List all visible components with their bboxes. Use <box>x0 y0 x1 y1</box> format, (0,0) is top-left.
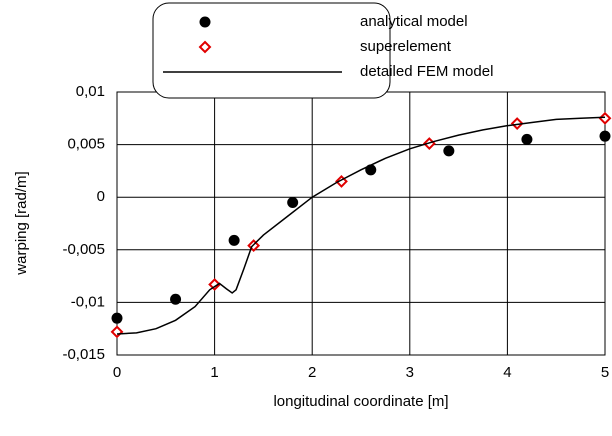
x-tick-label: 3 <box>406 364 414 381</box>
data-point <box>443 145 455 157</box>
y-tick-label: -0,015 <box>62 346 105 363</box>
data-point <box>598 111 612 125</box>
y-tick-label: 0,005 <box>67 136 105 153</box>
series-line <box>116 116 606 335</box>
x-tick-label: 1 <box>210 364 218 381</box>
data-point <box>510 117 524 130</box>
legend-label: detailed FEM model <box>360 63 493 80</box>
x-tick-label: 0 <box>113 364 121 381</box>
data-point <box>228 234 240 246</box>
data-point <box>521 133 533 145</box>
plot-frame <box>116 91 606 356</box>
y-tick-label: -0,005 <box>62 241 105 258</box>
x-tick-label: 2 <box>308 364 316 381</box>
legend-marker <box>198 40 212 54</box>
data-point <box>208 278 222 291</box>
legend-box <box>152 2 391 99</box>
data-point <box>287 196 299 208</box>
x-tick-label: 5 <box>601 364 609 381</box>
data-point <box>599 130 611 142</box>
y-axis-title: warping [rad/m] <box>13 171 30 275</box>
legend-label: superelement <box>360 38 452 55</box>
y-tick-label: 0 <box>97 188 105 205</box>
y-tick-label: 0,01 <box>76 83 105 100</box>
x-axis-title: longitudinal coordinate [m] <box>273 393 448 410</box>
data-point <box>170 293 182 305</box>
y-tick-label: -0,01 <box>71 293 105 310</box>
x-tick-label: 4 <box>503 364 511 381</box>
legend-marker <box>199 16 211 28</box>
legend-label: analytical model <box>360 13 468 30</box>
data-point <box>111 312 123 324</box>
data-point <box>110 325 124 339</box>
